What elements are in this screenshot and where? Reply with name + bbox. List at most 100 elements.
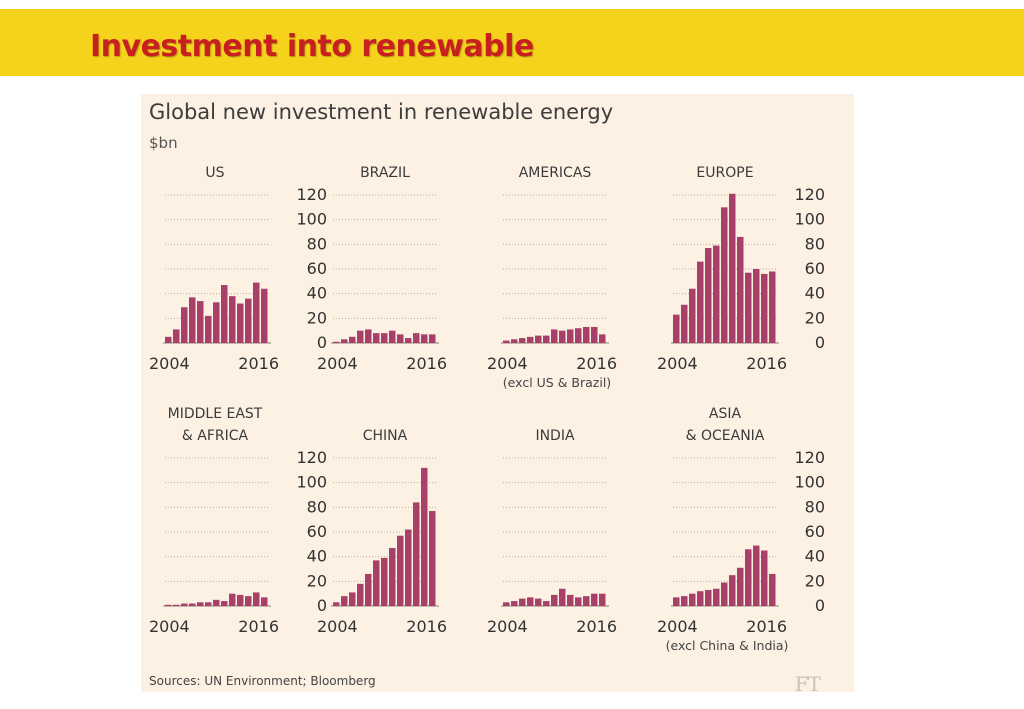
bar	[535, 598, 542, 606]
bar	[559, 330, 566, 343]
y-tick-label: 60	[805, 522, 825, 541]
bar	[181, 603, 188, 606]
bar	[583, 326, 590, 343]
bar	[729, 575, 736, 606]
x-tick-label: 2004	[317, 354, 358, 373]
bar	[551, 329, 558, 343]
panel-title: AMERICAS	[519, 165, 592, 181]
bar	[165, 604, 172, 606]
bar	[421, 467, 428, 606]
bar	[527, 597, 534, 606]
panel-title: & OCEANIA	[686, 428, 765, 444]
title-banner: Investment into renewable	[0, 9, 1024, 76]
x-tick-label: 2016	[238, 617, 279, 636]
bar	[689, 593, 696, 606]
bar	[373, 560, 380, 606]
bar	[205, 602, 212, 606]
y-tick-label: 40	[805, 284, 825, 303]
y-tick-label: 0	[317, 333, 327, 352]
slide-title: Investment into renewable	[90, 29, 534, 64]
ft-logo: FT	[794, 672, 821, 696]
bar	[511, 601, 518, 606]
x-tick-label: 2004	[149, 617, 190, 636]
bar	[721, 207, 728, 343]
bar	[261, 288, 268, 343]
bar	[681, 596, 688, 606]
panel-title: & AFRICA	[182, 428, 249, 444]
bar	[173, 604, 180, 606]
bar	[535, 335, 542, 343]
y-tick-label: 120	[794, 448, 825, 467]
bar	[745, 549, 752, 606]
bar	[253, 592, 260, 606]
x-tick-label: 2004	[487, 617, 528, 636]
bar	[721, 582, 728, 606]
bar	[421, 334, 428, 343]
x-tick-label: 2016	[576, 617, 617, 636]
bar	[697, 261, 704, 343]
bar	[583, 596, 590, 606]
bar	[543, 335, 550, 343]
y-tick-label: 60	[307, 522, 327, 541]
bar	[519, 598, 526, 606]
bar	[503, 340, 510, 343]
bar	[429, 334, 436, 343]
bar	[205, 315, 212, 343]
bar	[559, 588, 566, 606]
bar	[213, 302, 220, 343]
bar	[381, 333, 388, 343]
y-tick-label: 40	[805, 547, 825, 566]
y-tick-label: 20	[805, 571, 825, 590]
bar	[745, 272, 752, 343]
x-tick-label: 2004	[657, 354, 698, 373]
bar	[591, 593, 598, 606]
bar	[567, 329, 574, 343]
x-tick-label: 2004	[317, 617, 358, 636]
bar	[397, 535, 404, 606]
y-tick-label: 120	[296, 185, 327, 204]
y-tick-label: 0	[815, 333, 825, 352]
bar	[429, 511, 436, 606]
bar	[567, 594, 574, 606]
bar	[599, 593, 606, 606]
panel-us: US 2004 2016 0 20 40 60 80 100 120	[149, 165, 327, 373]
bar	[357, 583, 364, 606]
bar	[333, 602, 340, 606]
bar	[761, 550, 768, 606]
bar	[229, 593, 236, 606]
bar	[365, 329, 372, 343]
figure-unit: $bn	[149, 134, 178, 152]
y-tick-label: 0	[815, 596, 825, 615]
bar	[253, 282, 260, 343]
bar	[189, 297, 196, 343]
bar	[599, 334, 606, 343]
bar	[173, 329, 180, 343]
y-tick-label: 20	[805, 308, 825, 327]
panel-middle-east-africa: MIDDLE EAST & AFRICA 2004 2016 0 20 40 60 80 100 1…	[149, 406, 327, 636]
bar	[245, 596, 252, 606]
bar	[697, 591, 704, 606]
bar	[389, 330, 396, 343]
panel-title: ASIA	[709, 406, 742, 422]
bar	[405, 529, 412, 606]
bar	[389, 548, 396, 606]
bar	[413, 502, 420, 606]
bar	[357, 330, 364, 343]
bar	[197, 602, 204, 606]
bar	[753, 269, 760, 343]
bar	[511, 339, 518, 343]
panel-title: BRAZIL	[360, 165, 410, 181]
bar	[229, 296, 236, 343]
panel-note: (excl China & India)	[666, 638, 789, 653]
y-tick-label: 20	[307, 571, 327, 590]
bar	[373, 333, 380, 343]
y-tick-label: 0	[317, 596, 327, 615]
x-tick-label: 2016	[238, 354, 279, 373]
bar	[349, 336, 356, 343]
bar	[181, 307, 188, 343]
panel-title: EUROPE	[696, 165, 753, 181]
bar	[381, 557, 388, 606]
bar	[527, 336, 534, 343]
bar	[221, 601, 228, 606]
y-tick-label: 100	[794, 473, 825, 492]
